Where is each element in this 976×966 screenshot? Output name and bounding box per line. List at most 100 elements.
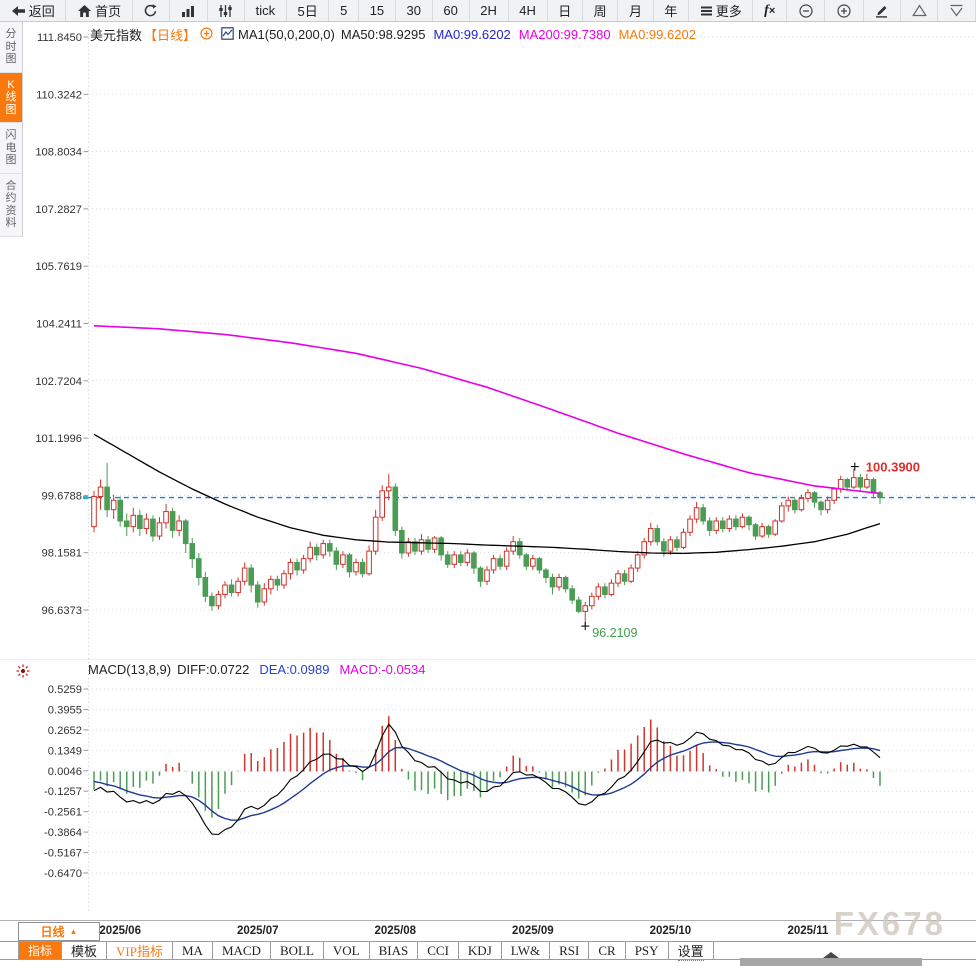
ma0-value-blue: MA0:99.6202	[433, 27, 511, 42]
toolbar-item-4h[interactable]: 4H	[509, 0, 548, 21]
toolbar-item-zoom-out[interactable]	[787, 0, 826, 21]
toolbar-item-triangle-down[interactable]	[938, 0, 976, 21]
toolbar-item-tick[interactable]: tick	[245, 0, 287, 21]
svg-text:96.2109: 96.2109	[592, 626, 637, 640]
toolbar-item-week[interactable]: 周	[583, 0, 619, 21]
equalizer-icon	[218, 4, 233, 18]
toolbar-item-refresh[interactable]	[133, 0, 171, 21]
svg-text:111.8450: 111.8450	[37, 32, 82, 44]
svg-text:100.3900: 100.3900	[866, 460, 920, 475]
toolbar-item-year[interactable]: 年	[654, 0, 690, 21]
toolbar-item-home[interactable]: 首页	[66, 0, 133, 21]
tab-VIP指标[interactable]: VIP指标	[107, 942, 173, 959]
tab-指标[interactable]: 指标	[18, 942, 63, 959]
svg-text:110.3242: 110.3242	[36, 89, 82, 101]
sidebar-item-time-chart[interactable]: 分时图	[0, 22, 22, 73]
period-dropdown-label: 日线	[40, 925, 65, 939]
toolbar-item-label: 年	[664, 4, 678, 19]
toolbar-item-2h[interactable]: 2H	[470, 0, 509, 21]
panel-resize-handle[interactable]	[740, 952, 922, 966]
refresh-icon	[143, 3, 158, 18]
svg-text:2025/06: 2025/06	[99, 925, 141, 937]
toolbar-item-label: 周	[593, 4, 607, 19]
macd-settings-icon[interactable]	[16, 664, 30, 683]
ma200-value: MA200:99.7380	[518, 27, 611, 42]
svg-text:-0.6470: -0.6470	[44, 868, 82, 880]
macd-header: MACD(13,8,9) DIFF:0.0722 DEA:0.0989 MACD…	[88, 662, 425, 677]
macd-diff-line	[93, 723, 881, 836]
toolbar-item-equalizer[interactable]	[208, 0, 245, 21]
tab-MACD[interactable]: MACD	[213, 942, 271, 959]
svg-text:101.1996: 101.1996	[35, 433, 82, 445]
toolbar-item-back[interactable]: 返回	[0, 0, 67, 21]
watermark: FX678	[833, 905, 946, 942]
x-axis-labels: 2025/06 2025/07 2025/08 2025/09 2025/10 2025/…	[99, 925, 829, 937]
toolbar-item-bar-chart[interactable]	[170, 0, 208, 21]
svg-text:2025/07: 2025/07	[237, 925, 279, 937]
toolbar-item-label: tick	[255, 3, 276, 18]
tab-BIAS[interactable]: BIAS	[370, 942, 419, 959]
toolbar-item-label: 日	[558, 4, 572, 19]
tab-MA[interactable]: MA	[173, 942, 213, 959]
macd-title: MACD(13,8,9)	[88, 662, 172, 677]
tab-KDJ[interactable]: KDJ	[459, 942, 502, 959]
toolbar-item-label: 更多	[715, 4, 742, 19]
sidebar-item-contract-info[interactable]: 合约资料	[0, 173, 22, 237]
toolbar-item-month[interactable]: 月	[618, 0, 654, 21]
sidebar-item-lightning-chart[interactable]: 闪电图	[0, 123, 22, 174]
tab-PSY[interactable]: PSY	[626, 942, 669, 959]
svg-text:102.7204: 102.7204	[35, 376, 82, 388]
toolbar-item-15[interactable]: 15	[359, 0, 396, 21]
macd-axis: 0.5259 0.3955 0.2652 0.1349 0.0046 -0.1257 -0.…	[44, 684, 976, 880]
resize-grip-icon	[823, 952, 839, 958]
ma50-line	[93, 433, 881, 555]
toolbar-item-fx[interactable]: f×	[753, 0, 787, 21]
toolbar-item-zoom-in[interactable]	[825, 0, 864, 21]
tab-CR[interactable]: CR	[589, 942, 626, 959]
tab-模板[interactable]: 模板	[62, 942, 108, 959]
toolbar-item-label: 5	[340, 3, 348, 18]
svg-text:2025/08: 2025/08	[375, 925, 417, 937]
tab-VOL[interactable]: VOL	[324, 942, 370, 959]
svg-text:96.6373: 96.6373	[42, 605, 82, 617]
svg-text:0.3955: 0.3955	[48, 704, 82, 716]
tab-LW&[interactable]: LW&	[502, 942, 551, 959]
period-dropdown-button[interactable]: 日线 ▲	[18, 922, 100, 941]
toolbar-item-5d[interactable]: 5日	[287, 0, 330, 21]
toolbar-item-triangle-up[interactable]	[901, 0, 939, 21]
macd-macd-value: MACD:-0.0534	[339, 662, 426, 677]
svg-text:-0.3864: -0.3864	[44, 827, 82, 839]
macd-histogram	[93, 716, 881, 818]
svg-text:98.1581: 98.1581	[42, 548, 82, 560]
svg-text:104.2411: 104.2411	[36, 319, 82, 331]
low-marker: 96.2109	[581, 622, 637, 640]
tab-BOLL[interactable]: BOLL	[271, 942, 324, 959]
toolbar-item-label: 60	[443, 3, 458, 18]
tab-设置[interactable]: 设置	[669, 942, 714, 961]
toolbar-item-day[interactable]: 日	[548, 0, 583, 21]
toolbar-item-draw[interactable]	[864, 0, 902, 21]
home-icon	[77, 4, 92, 18]
toolbar-item-30[interactable]: 30	[396, 0, 433, 21]
svg-text:0.2652: 0.2652	[48, 725, 82, 737]
svg-text:-0.2561: -0.2561	[44, 807, 82, 819]
svg-text:2025/11: 2025/11	[787, 925, 829, 937]
tab-RSI[interactable]: RSI	[550, 942, 590, 959]
triangle-down-icon	[949, 4, 964, 17]
back-arrow-icon	[11, 4, 26, 18]
zoom-in-icon	[836, 3, 852, 19]
toolbar-item-label: 月	[629, 4, 643, 19]
price-axis: 111.8450 110.3242 108.8034 107.2827 105.7619…	[35, 30, 976, 912]
symbol-name: 美元指数	[90, 28, 143, 43]
triangle-up-icon	[911, 4, 927, 17]
chart-style-icon[interactable]	[221, 26, 234, 43]
add-indicator-icon[interactable]	[200, 26, 213, 43]
tab-CCI[interactable]: CCI	[418, 942, 459, 959]
svg-text:99.6788: 99.6788	[42, 490, 82, 502]
svg-text:-0.1257: -0.1257	[44, 786, 82, 798]
toolbar-item-more[interactable]: 更多	[689, 0, 754, 21]
toolbar-item-60[interactable]: 60	[433, 0, 470, 21]
toolbar-item-5[interactable]: 5	[329, 0, 359, 21]
